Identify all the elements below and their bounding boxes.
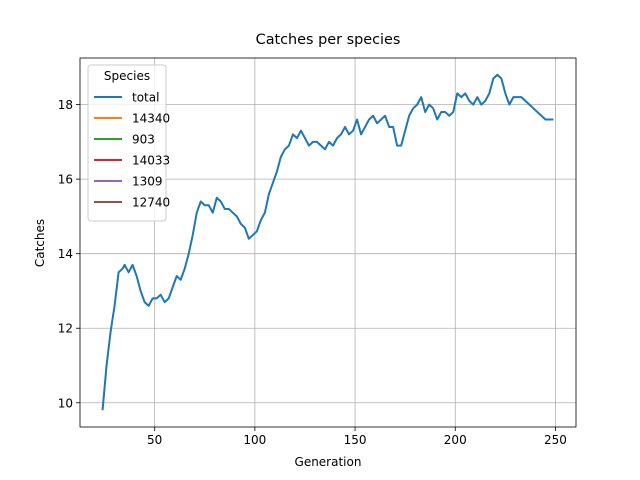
plot-frame [79, 57, 577, 428]
x-tick-label: 50 [147, 433, 162, 447]
legend-title: Species [104, 69, 150, 83]
legend-label: 12740 [132, 196, 170, 210]
series-line [101, 73, 554, 411]
chart-title: Catches per species [256, 32, 401, 48]
y-tick-label: 10 [58, 396, 73, 410]
legend-label: total [132, 91, 159, 105]
legend-label: 1309 [132, 175, 163, 189]
x-axis-label: Generation [295, 455, 362, 469]
x-tick-label: 150 [344, 433, 367, 447]
y-tick-label: 16 [58, 173, 73, 187]
x-tick-label: 200 [444, 433, 467, 447]
y-axis-label: Catches [33, 219, 47, 267]
y-tick-label: 18 [58, 98, 73, 112]
x-tick-label: 100 [243, 433, 266, 447]
legend-label: 14340 [132, 112, 170, 126]
x-tick-label: 250 [544, 433, 567, 447]
legend-label: 14033 [132, 154, 170, 168]
y-tick-label: 14 [58, 247, 73, 261]
y-tick-label: 12 [58, 322, 73, 336]
legend-label: 903 [132, 133, 155, 147]
